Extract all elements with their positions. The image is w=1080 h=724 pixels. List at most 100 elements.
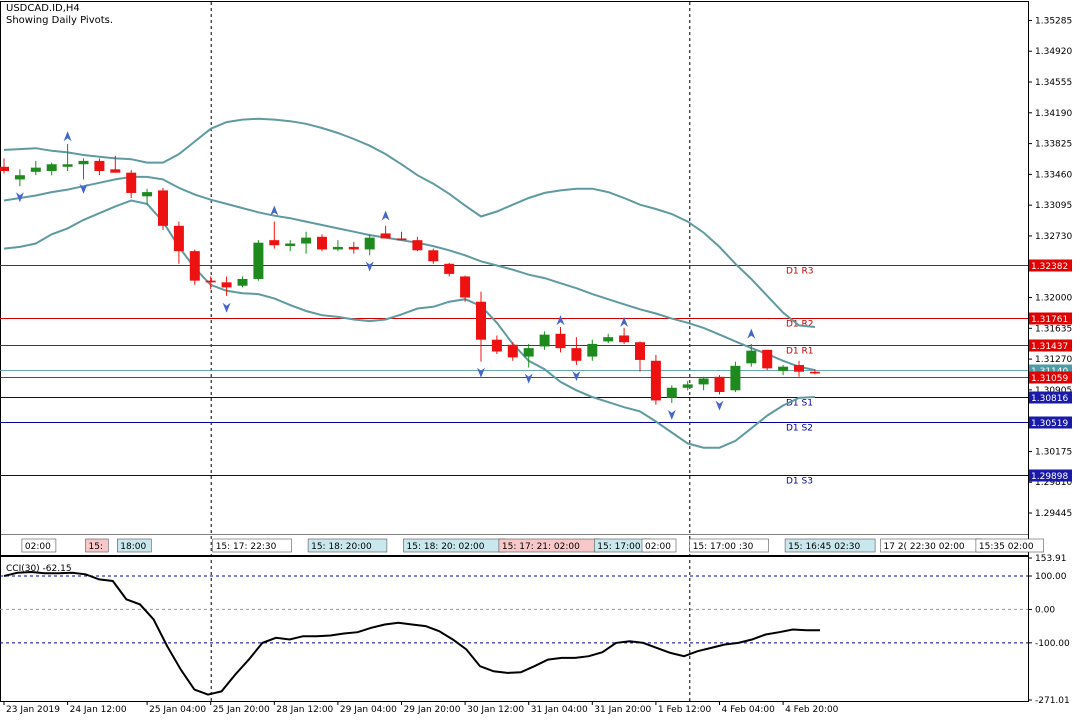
time-axis-label: 1 Feb 12:00 (658, 705, 712, 715)
session-label-text: 15: 18: 20:00 (311, 542, 372, 552)
candle-body (78, 160, 89, 165)
session-label-text: 15: 17: 21: 02:00 (502, 542, 580, 552)
pivot-name-label: D1 S2 (786, 424, 813, 434)
cci-title: CCI(30) -62.15 (6, 564, 72, 574)
bollinger-middle-band (3, 175, 816, 372)
price-axis-label: 1.33095 (1035, 201, 1072, 211)
candle-body (317, 236, 327, 250)
candle-body (221, 282, 232, 288)
session-label-text: 15: 17:00 (597, 542, 641, 552)
fractal-down-arrow-icon (667, 409, 676, 420)
candle-body (0, 166, 9, 172)
candle-body (555, 333, 566, 349)
time-axis-label: 25 Jan 04:00 (149, 705, 206, 715)
candle-body (523, 348, 534, 357)
candle-body (253, 242, 264, 279)
time-axis-label: 30 Jan 12:00 (467, 705, 524, 715)
candle-body (587, 343, 598, 357)
candle-body (348, 246, 359, 250)
candle-body (794, 364, 804, 372)
cci-line (3, 570, 820, 696)
pivot-name-label: D1 R1 (786, 347, 814, 357)
session-label-text: 15:35 02:00 (979, 542, 1034, 552)
fractal-down-arrow-icon (79, 183, 88, 194)
time-axis-label: 29 Jan 20:00 (404, 705, 461, 715)
price-axis-label: 1.30905 (1035, 386, 1072, 396)
bollinger-upper-band (3, 117, 816, 328)
candle-body (476, 301, 486, 340)
candle-body (158, 190, 168, 226)
price-axis-label: 1.34920 (1035, 47, 1072, 57)
fractal-down-arrow-icon (15, 192, 24, 203)
pivot-price-tag (1029, 391, 1072, 404)
current-price-label: 1.31059 (1031, 374, 1068, 384)
time-axis-label: 4 Feb 20:00 (785, 705, 839, 715)
cci-axis-label: -100.00 (1035, 639, 1070, 649)
session-label-box (641, 538, 677, 553)
pivot-price-label: 1.31761 (1031, 315, 1068, 325)
cci-panel-frame (0, 556, 1029, 702)
time-axis-label: 31 Jan 20:00 (594, 705, 651, 715)
fractal-up-arrow-icon (620, 316, 629, 327)
session-label-box (21, 538, 57, 553)
price-axis-label: 1.33460 (1035, 170, 1072, 180)
chart-subtitle: Showing Daily Pivots. (6, 15, 114, 26)
candle-body (173, 225, 184, 252)
fractal-down-arrow-icon (222, 302, 231, 313)
candle-body (460, 276, 471, 298)
pivot-price-tag (1029, 259, 1072, 272)
candle-body (285, 243, 296, 247)
candle-body (94, 160, 105, 172)
fractal-down-arrow-icon (365, 261, 374, 272)
price-axis-label: 1.32730 (1035, 232, 1072, 242)
candle-body (778, 366, 789, 371)
cci-axis-label: 0.00 (1035, 605, 1055, 615)
candle-body (126, 172, 137, 193)
candle-body (62, 164, 73, 167)
candle-body (269, 240, 280, 246)
time-axis-label: 31 Jan 04:00 (531, 705, 588, 715)
session-label-text: 15: 18: 20: 02:00 (407, 542, 485, 552)
candle-body (301, 237, 312, 244)
candle-body (237, 278, 248, 286)
candle-body (364, 237, 375, 250)
candle-body (635, 342, 645, 360)
session-label-box (85, 538, 109, 553)
candle-body (189, 251, 200, 281)
price-axis-label: 1.35285 (1035, 16, 1072, 26)
time-axis-label: 24 Jan 12:00 (70, 705, 127, 715)
price-axis-label: 1.29445 (1035, 509, 1072, 519)
bollinger-lower-band (3, 199, 815, 449)
price-axis-label: 1.34190 (1035, 109, 1072, 119)
session-label-text: 17 2( 22:30 02:00 (884, 542, 965, 552)
pivot-name-label: D1 S1 (786, 399, 813, 409)
candle-body (428, 250, 439, 262)
fractal-down-arrow-icon (572, 371, 581, 382)
fractal-down-arrow-icon (715, 400, 724, 411)
session-label-box (689, 538, 769, 553)
candle-body (412, 240, 423, 251)
session-label-box (784, 538, 876, 553)
fractal-up-arrow-icon (556, 315, 565, 326)
candle-body (110, 169, 121, 173)
price-axis-label: 1.31635 (1035, 324, 1072, 334)
candle-body (332, 246, 343, 250)
fractal-down-arrow-icon (477, 367, 485, 378)
pivot-price-tag (1029, 469, 1072, 482)
candle-body (142, 192, 153, 197)
candle-body (698, 378, 709, 385)
candle-body (762, 349, 773, 369)
candle-body (491, 339, 502, 352)
time-axis-label: 28 Jan 12:00 (276, 705, 333, 715)
session-label-text: 15: 17:00 :30 (693, 542, 754, 552)
fractal-up-arrow-icon (63, 131, 72, 142)
pivot-price-tag (1029, 312, 1072, 325)
pivot-price-label: 1.30519 (1031, 419, 1068, 429)
cci-axis-label: 100.00 (1035, 572, 1067, 582)
candle-body (205, 280, 216, 283)
candle-body (30, 167, 41, 172)
fractal-up-arrow-icon (381, 210, 390, 221)
fractal-up-arrow-icon (747, 328, 756, 339)
